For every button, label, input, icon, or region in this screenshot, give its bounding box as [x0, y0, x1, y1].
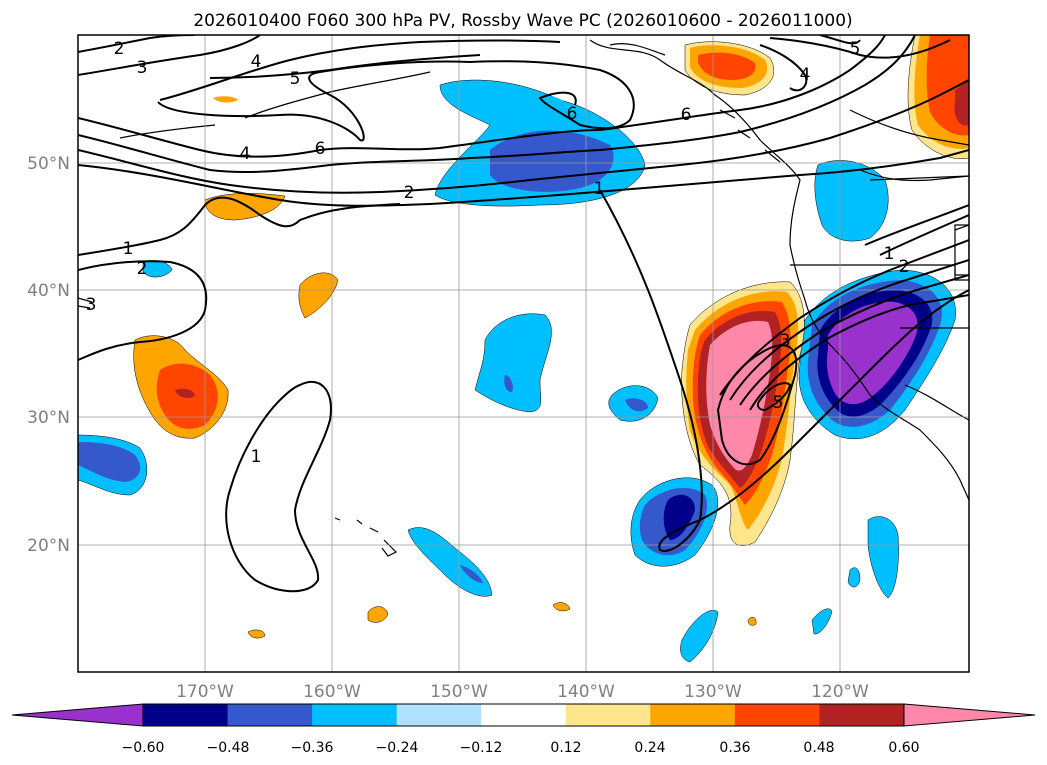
positive-pv-anomalies — [133, 35, 969, 639]
contour-label: 1 — [884, 244, 895, 264]
colorbar-tick-label: 0.24 — [634, 740, 665, 756]
colorbar-segment — [565, 704, 651, 726]
plot-border — [77, 34, 970, 673]
contour-label: 2 — [137, 259, 148, 279]
colorbar-tick-label: 0.36 — [719, 740, 750, 756]
colorbar-tick-labels: −0.60 −0.48 −0.36 −0.24 −0.12 0.12 0.24 … — [122, 740, 920, 756]
contour-label: 5 — [290, 69, 301, 89]
lat-label: 20°N — [27, 536, 70, 556]
contour-inner-ring — [716, 344, 798, 466]
contour-2-western — [78, 260, 208, 361]
contour-label: 3 — [780, 331, 791, 351]
colorbar: −0.60 −0.48 −0.36 −0.24 −0.12 0.12 0.24 … — [11, 703, 1036, 756]
contour-4-east — [769, 37, 951, 59]
colorbar-segments — [11, 703, 1036, 727]
colorbar-tick-label: −0.12 — [460, 740, 503, 756]
contour-1-western — [78, 196, 401, 256]
colorbar-tick-label: −0.48 — [207, 740, 250, 756]
colorbar-segment — [227, 704, 313, 726]
lon-label: 140°W — [557, 682, 615, 702]
contour-3-trough — [729, 259, 969, 401]
lat-label: 40°N — [27, 281, 70, 301]
contour-label: 4 — [251, 52, 262, 72]
contour-label: 6 — [315, 139, 326, 159]
lon-label: 120°W — [811, 682, 869, 702]
lon-label: 170°W — [176, 682, 234, 702]
contour-labels: 2 3 4 5 6 4 6 2 1 1 2 1 3 1 2 3 5 5 4 6 — [86, 39, 910, 467]
anomaly-nw-canada — [814, 160, 889, 242]
contour-4-trough — [739, 274, 969, 406]
contour-label: 4 — [240, 144, 251, 164]
contour-label: 3 — [86, 295, 97, 315]
contour-3-north — [78, 35, 261, 76]
contour-label: 1 — [594, 179, 605, 199]
colorbar-segment — [396, 704, 482, 726]
contour-label: 5 — [773, 393, 784, 413]
contour-2-mid — [78, 79, 969, 194]
colorbar-segment — [143, 704, 229, 726]
lon-label: 150°W — [430, 682, 488, 702]
contour-label: 2 — [899, 257, 910, 277]
lon-label: 130°W — [684, 682, 742, 702]
contour-east-arc — [819, 35, 861, 45]
contour-label: 4 — [800, 65, 811, 85]
contour-north-ring — [157, 60, 635, 142]
colorbar-tick-label: −0.60 — [122, 740, 165, 756]
latitude-labels: 50°N 40°N 30°N 20°N — [27, 154, 70, 556]
pv-contours — [78, 35, 969, 593]
lat-label: 50°N — [27, 154, 70, 174]
colorbar-segment — [819, 704, 905, 726]
contour-label: 6 — [681, 105, 692, 125]
contour-label: 6 — [567, 104, 578, 124]
lon-label: 160°W — [303, 682, 361, 702]
colorbar-extend-min — [11, 703, 144, 727]
gridlines — [78, 35, 969, 672]
contour-label: 5 — [850, 39, 861, 59]
colorbar-tick-label: −0.24 — [376, 740, 419, 756]
colorbar-tick-label: −0.36 — [291, 740, 334, 756]
longitude-labels: 170°W 160°W 150°W 140°W 130°W 120°W — [176, 682, 869, 702]
contour-closed-inner — [756, 382, 792, 412]
colorbar-outline — [142, 703, 905, 727]
colorbar-extend-max — [903, 703, 1036, 727]
contour-5-east — [759, 44, 808, 92]
colorbar-segment — [734, 704, 820, 726]
contour-1-upper — [78, 149, 969, 207]
contour-label: 1 — [123, 239, 134, 259]
map-title: 2026010400 F060 300 hPa PV, Rossby Wave … — [193, 11, 852, 31]
lat-label: 30°N — [27, 408, 70, 428]
colorbar-segment — [481, 704, 567, 726]
contour-1-loop — [225, 380, 332, 593]
contour-1-east — [864, 204, 969, 246]
colorbar-segment — [650, 704, 736, 726]
contour-4-north — [159, 39, 561, 101]
colorbar-tick-label: 0.48 — [803, 740, 834, 756]
contour-label: 2 — [404, 183, 415, 203]
contour-4-mid — [78, 35, 886, 158]
colorbar-tick-label: 0.60 — [888, 740, 919, 756]
contour-label: 1 — [251, 447, 262, 467]
contour-2-east — [879, 214, 969, 256]
anomaly-mid-pacific — [474, 313, 552, 413]
contour-6-mid — [78, 35, 916, 174]
contour-label: 3 — [137, 58, 148, 78]
colorbar-tick-label: 0.12 — [550, 740, 581, 756]
plot-area: 2 3 4 5 6 4 6 2 1 1 2 1 3 1 2 3 5 5 4 6 — [78, 35, 969, 672]
contour-1-trough — [599, 189, 969, 552]
colorbar-segment — [312, 704, 398, 726]
contour-label: 2 — [114, 39, 125, 59]
contour-5-trough — [749, 294, 969, 411]
